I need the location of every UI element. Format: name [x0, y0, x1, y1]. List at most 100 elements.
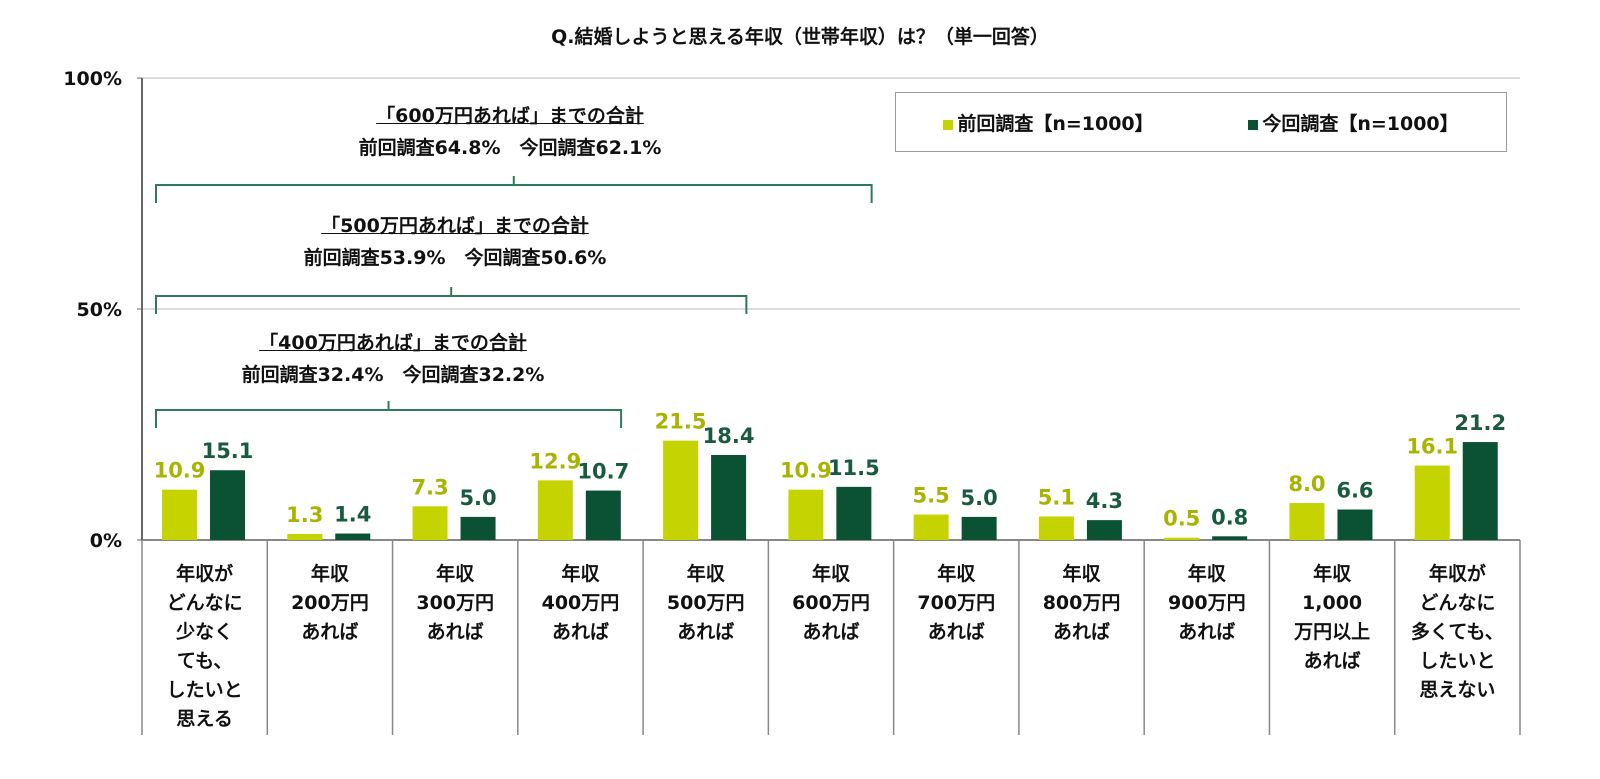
bar — [585, 490, 621, 540]
category-label-line: 思えない — [1419, 679, 1495, 701]
annotation-400: 「400万円あれば」までの合計 前回調査32.4% 今回調査32.2% — [183, 327, 603, 391]
category-label-line: 年収 — [812, 562, 851, 585]
data-label: 16.1 — [1406, 435, 1458, 459]
category-label-line: あれば — [1304, 650, 1361, 672]
category-label: 年収 1,000 万円以上あれば — [1293, 562, 1370, 672]
bracket — [155, 287, 748, 314]
data-label: 21.2 — [1454, 411, 1506, 435]
bar — [663, 440, 699, 540]
data-label: 21.5 — [655, 410, 707, 434]
category-label: 年収 200万円あれば — [291, 562, 369, 643]
category-label: 年収 600万円あれば — [792, 562, 870, 643]
category-label-line: 800万円 — [1043, 592, 1121, 614]
category-label-line: 年収が — [176, 562, 233, 585]
bar — [537, 480, 573, 540]
bar — [1086, 520, 1122, 540]
bar — [1289, 503, 1325, 540]
data-label: 5.0 — [961, 486, 998, 510]
category-label-line: 年収 — [1188, 562, 1227, 585]
annotation-600: 「600万円あれば」までの合計 前回調査64.8% 今回調査62.1% — [300, 100, 720, 164]
legend-item-current: 今回調査【n=1000】 — [1248, 109, 1459, 136]
category-label-line: 年収 — [311, 562, 350, 585]
category-label-line: 年収 — [1313, 562, 1352, 585]
bar — [1038, 516, 1074, 540]
category-label-line: あれば — [802, 621, 859, 643]
annotation-heading: 「500万円あれば」までの合計 — [321, 215, 589, 237]
category-label-line: 思える — [176, 708, 232, 730]
bar — [412, 506, 448, 540]
data-label: 8.0 — [1288, 472, 1325, 496]
bar — [1212, 536, 1248, 540]
bar — [788, 489, 824, 540]
category-label: 年収 800万円あれば — [1043, 562, 1121, 643]
chart-title: Q.結婚しようと思える年収（世帯年収）は？（単一回答） — [551, 26, 1049, 48]
category-label-line: どんなに — [167, 592, 243, 614]
data-label: 0.8 — [1211, 505, 1248, 529]
bar — [836, 486, 872, 540]
bar — [210, 470, 245, 540]
bar — [913, 514, 949, 540]
category-label-line: したいと — [1419, 650, 1495, 672]
data-label: 1.3 — [286, 503, 323, 527]
annotation-text: 前回調査64.8% 今回調査62.1% — [358, 137, 662, 159]
legend-swatch — [1248, 119, 1259, 130]
bar — [1337, 509, 1373, 540]
annotation-text: 前回調査53.9% 今回調査50.6% — [303, 247, 607, 269]
data-label: 10.7 — [577, 460, 629, 484]
category-label-line: あれば — [928, 621, 985, 643]
legend-label: 前回調査【n=1000】 — [957, 112, 1154, 135]
data-label: 5.1 — [1038, 485, 1075, 509]
category-label-line: 万円以上 — [1293, 621, 1370, 643]
data-label: 1.4 — [334, 503, 371, 527]
category-label: 年収 400万円あれば — [542, 562, 620, 643]
data-label: 11.5 — [828, 456, 880, 480]
category-label-line: 1,000 — [1302, 592, 1362, 614]
category-label: 年収 300万円あれば — [416, 562, 494, 643]
bar — [1164, 537, 1200, 540]
category-label-line: したいと — [167, 679, 243, 701]
category-label-line: 年収 — [937, 562, 976, 585]
category-label-line: あれば — [301, 621, 358, 643]
bar — [961, 516, 997, 540]
bar — [1462, 442, 1498, 540]
category-label-line: 300万円 — [416, 592, 494, 614]
category-label-line: 年収 — [436, 562, 475, 585]
category-label-line: 400万円 — [542, 592, 620, 614]
data-label: 7.3 — [411, 475, 448, 499]
bracket — [155, 176, 873, 203]
data-label: 0.5 — [1163, 507, 1200, 531]
data-label: 5.0 — [459, 486, 496, 510]
category-label: 年収 900万円あれば — [1168, 562, 1246, 643]
category-label-line: あれば — [1053, 621, 1110, 643]
y-tick-label: 50% — [77, 299, 122, 321]
category-label-line: あれば — [677, 621, 734, 643]
y-tick-label: 0% — [90, 530, 122, 552]
legend-item-previous: 前回調査【n=1000】 — [943, 109, 1154, 136]
annotation-heading: 「600万円あれば」までの合計 — [376, 105, 644, 127]
bar — [460, 516, 496, 540]
category-label-line: 200万円 — [291, 592, 369, 614]
category-label-line: 700万円 — [917, 592, 995, 614]
category-label-line: ても、 — [177, 650, 232, 672]
data-label: 10.9 — [154, 459, 206, 483]
category-label-line: あれば — [1178, 621, 1235, 643]
data-label: 5.5 — [913, 484, 950, 508]
bracket — [155, 401, 623, 428]
y-tick-label: 100% — [63, 68, 122, 90]
data-label: 10.9 — [780, 459, 832, 483]
category-label-line: あれば — [427, 621, 484, 643]
legend-swatch — [943, 119, 954, 130]
category-label: 年収 700万円あれば — [917, 562, 995, 643]
category-label-line: 年収が — [1429, 562, 1486, 585]
category-label-line: 多くても、 — [1411, 620, 1504, 643]
category-label-line: 年収 — [561, 562, 600, 585]
data-label: 6.6 — [1336, 479, 1373, 503]
data-label: 15.1 — [202, 439, 254, 463]
category-label-line: 900万円 — [1168, 592, 1246, 614]
category-label-line: 少なく — [175, 621, 233, 643]
category-label-line: あれば — [552, 621, 609, 643]
annotation-500: 「500万円あれば」までの合計 前回調査53.9% 今回調査50.6% — [245, 210, 665, 274]
annotation-text: 前回調査32.4% 今回調査32.2% — [241, 364, 545, 386]
category-label-line: どんなに — [1419, 592, 1495, 614]
